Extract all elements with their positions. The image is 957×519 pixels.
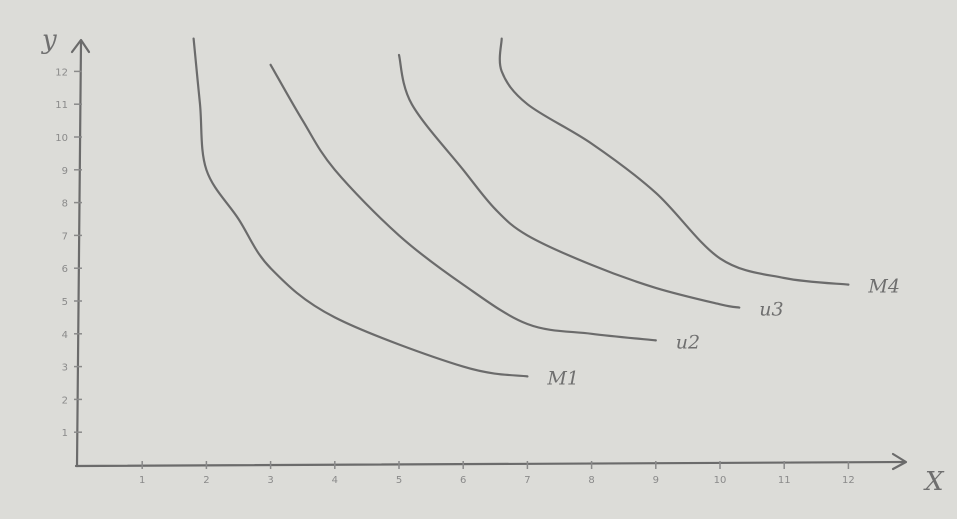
curve-label-u2: u2: [676, 331, 700, 353]
curve-labels: M1 u2 u3 M4: [546, 276, 900, 390]
x-axis-line: [74, 460, 907, 468]
y-axis-arrow: [70, 38, 91, 54]
y-tick-label: 11: [55, 100, 68, 111]
y-tick-label: 5: [62, 297, 68, 308]
curve-u3: [397, 53, 741, 309]
curve-u2: [269, 63, 657, 342]
y-axis: y: [41, 25, 91, 468]
y-tick-label: 2: [62, 395, 68, 406]
x-tick-label: 8: [588, 475, 594, 486]
curves: [192, 37, 850, 378]
x-tick-label: 12: [842, 475, 855, 486]
y-tick-label: 12: [55, 67, 68, 78]
x-axis: X: [74, 452, 945, 497]
y-tick-label: 9: [62, 166, 68, 177]
x-tick-label: 4: [332, 475, 338, 486]
y-tick-label: 8: [62, 199, 68, 210]
x-axis-arrow: [891, 452, 908, 471]
x-tick-label: 5: [396, 475, 402, 486]
y-axis-line: [75, 40, 83, 468]
x-tick-label: 9: [653, 475, 659, 486]
curve-m1: [192, 37, 529, 378]
curve-label-m1: M1: [546, 367, 579, 389]
curve-m4: [498, 37, 850, 286]
x-tick-label: 11: [778, 475, 791, 486]
y-axis-label: y: [41, 25, 57, 55]
y-tick-label: 6: [62, 264, 68, 275]
x-tick-label: 3: [267, 475, 273, 486]
y-tick-label: 10: [55, 133, 68, 144]
curve-label-u3: u3: [759, 299, 783, 321]
x-tick-label: 1: [139, 475, 145, 486]
y-tick-label: 3: [62, 363, 68, 374]
y-tick-label: 7: [62, 231, 68, 242]
curve-label-m4: M4: [867, 276, 900, 298]
x-tick-label: 2: [203, 475, 209, 486]
x-tick-label: 6: [460, 475, 466, 486]
x-axis-label: X: [923, 467, 945, 497]
x-ticks: 1 2 3 4 5 6 7 8 9 10 11 12: [139, 461, 855, 486]
x-tick-label: 7: [524, 475, 530, 486]
y-tick-label: 1: [62, 428, 68, 439]
y-tick-label: 4: [62, 330, 68, 341]
x-tick-label: 10: [714, 475, 727, 486]
